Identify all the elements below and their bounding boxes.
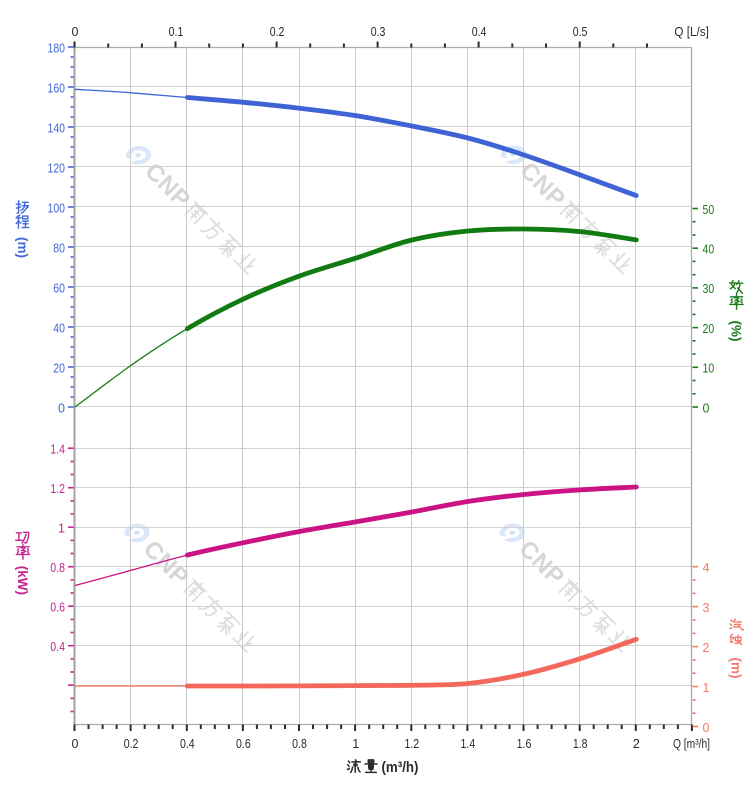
svg-text:0: 0: [72, 737, 79, 751]
svg-text:20: 20: [53, 361, 65, 375]
svg-text:1: 1: [352, 737, 359, 751]
svg-text:0: 0: [703, 401, 710, 415]
svg-text:0.8: 0.8: [292, 737, 307, 751]
svg-text:0: 0: [703, 721, 710, 735]
svg-text:20: 20: [703, 322, 715, 336]
svg-text:0.4: 0.4: [180, 737, 195, 751]
svg-text:1.2: 1.2: [404, 737, 419, 751]
svg-text:1.2: 1.2: [50, 482, 65, 496]
svg-text:0: 0: [58, 401, 65, 415]
svg-text:(m): (m): [15, 237, 30, 258]
svg-text:(%): (%): [729, 321, 744, 342]
svg-text:0.2: 0.2: [270, 25, 285, 39]
svg-text:50: 50: [703, 203, 715, 217]
svg-text:60: 60: [53, 281, 65, 295]
svg-text:0.5: 0.5: [573, 25, 588, 39]
svg-text:0.1: 0.1: [169, 25, 184, 39]
svg-text:(m³/h): (m³/h): [382, 759, 419, 776]
svg-text:180: 180: [48, 41, 66, 55]
svg-text:1.4: 1.4: [50, 443, 65, 457]
svg-text:(m): (m): [729, 658, 744, 679]
svg-text:100: 100: [48, 201, 66, 215]
svg-text:160: 160: [48, 81, 66, 95]
svg-text:1: 1: [703, 681, 710, 695]
svg-text:2: 2: [633, 737, 640, 751]
svg-text:0.6: 0.6: [50, 601, 65, 615]
svg-text:1.6: 1.6: [517, 737, 532, 751]
svg-text:0.3: 0.3: [371, 25, 386, 39]
svg-text:0.4: 0.4: [472, 25, 487, 39]
svg-text:2: 2: [703, 641, 710, 655]
svg-text:0.8: 0.8: [50, 561, 65, 575]
svg-text:10: 10: [703, 362, 715, 376]
svg-text:0.2: 0.2: [124, 737, 139, 751]
svg-text:(kW): (kW): [15, 566, 30, 595]
svg-text:1: 1: [58, 522, 65, 536]
svg-text:140: 140: [48, 121, 66, 135]
svg-text:1.8: 1.8: [573, 737, 588, 751]
svg-text:3: 3: [703, 601, 710, 615]
svg-text:0.4: 0.4: [50, 640, 65, 654]
svg-text:80: 80: [53, 241, 65, 255]
svg-text:120: 120: [48, 161, 66, 175]
svg-text:4: 4: [703, 561, 710, 575]
svg-text:0.6: 0.6: [236, 737, 251, 751]
svg-text:0: 0: [72, 25, 79, 39]
svg-text:1.4: 1.4: [461, 737, 476, 751]
svg-text:40: 40: [703, 243, 715, 257]
svg-text:Q [m³/h]: Q [m³/h]: [673, 737, 710, 751]
svg-text:40: 40: [53, 321, 65, 335]
svg-text:30: 30: [703, 282, 715, 296]
svg-text:Q [L/s]: Q [L/s]: [674, 25, 709, 39]
